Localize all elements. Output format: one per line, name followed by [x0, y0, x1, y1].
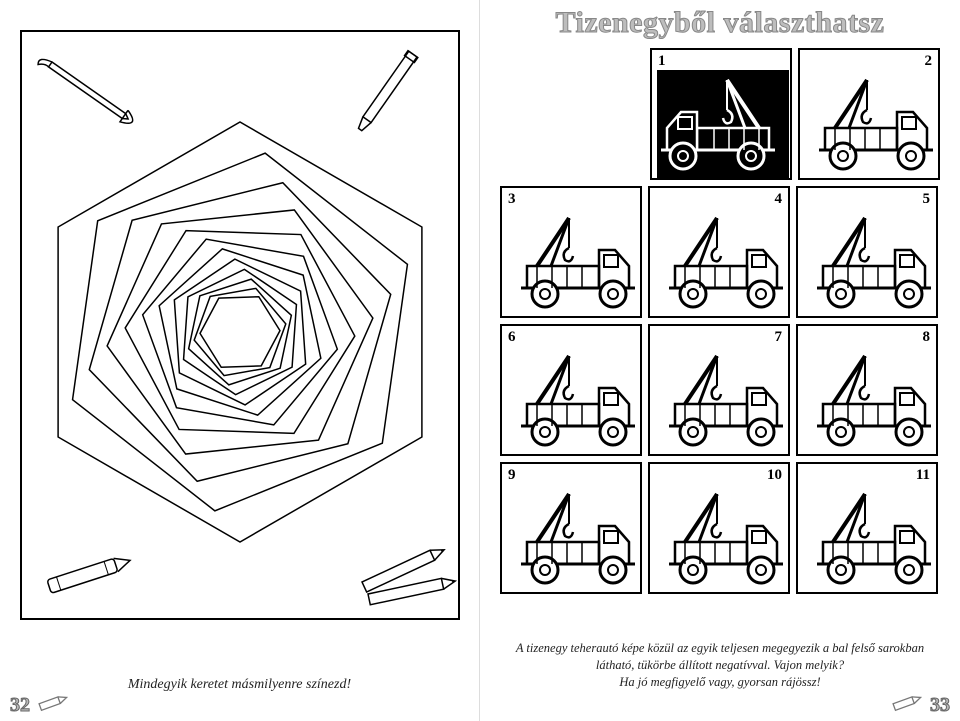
- truck-cell-5: 5: [796, 186, 938, 318]
- truck-grid: 1 2: [500, 48, 940, 594]
- truck-cell-3: 3: [500, 186, 642, 318]
- truck-cell-4: 4: [648, 186, 790, 318]
- crayon-icon: [47, 554, 132, 594]
- truck-cell-2: 2: [798, 48, 940, 180]
- paintbrush-icon: [37, 52, 136, 127]
- pencils-icon: [362, 545, 456, 605]
- footer-pencil-icon-right: [892, 693, 922, 715]
- truck-row: 9 10: [500, 462, 940, 594]
- truck-cell-1: 1: [650, 48, 792, 180]
- caption-line-2: látható, tükörbe állított negatívval. Va…: [596, 658, 844, 672]
- truck-number: 5: [923, 191, 931, 208]
- marker-icon: [355, 51, 418, 133]
- truck-number: 6: [508, 329, 516, 346]
- right-caption: A tizenegy teherautó képe közül az egyik…: [500, 640, 940, 691]
- truck-number: 11: [916, 467, 930, 484]
- truck-row: 6 7: [500, 324, 940, 456]
- truck-cell-8: 8: [796, 324, 938, 456]
- truck-number: 3: [508, 191, 516, 208]
- page-right: Tizenegyből választhatsz 1 2: [480, 0, 960, 721]
- truck-number: 8: [923, 329, 931, 346]
- truck-cell-11: 11: [796, 462, 938, 594]
- truck-number: 7: [775, 329, 783, 346]
- caption-line-1: A tizenegy teherautó képe közül az egyik…: [516, 641, 924, 655]
- truck-number: 10: [767, 467, 782, 484]
- truck-number: 1: [658, 53, 666, 70]
- page-number-left: 32: [10, 694, 30, 717]
- truck-number: 9: [508, 467, 516, 484]
- page-number-right: 33: [930, 694, 950, 717]
- mandala-frame: [20, 30, 460, 620]
- truck-number: 2: [925, 53, 933, 70]
- truck-cell-6: 6: [500, 324, 642, 456]
- truck-cell-10: 10: [648, 462, 790, 594]
- page-title: Tizenegyből választhatsz: [480, 6, 960, 40]
- truck-cell-7: 7: [648, 324, 790, 456]
- truck-cell-9: 9: [500, 462, 642, 594]
- footer-pencil-icon-left: [38, 693, 68, 715]
- page-left: Mindegyik keretet másmilyenre színezd! 3…: [0, 0, 480, 721]
- truck-row: 1 2: [500, 48, 940, 180]
- truck-number: 4: [775, 191, 783, 208]
- mandala-svg: [22, 32, 458, 618]
- truck-row: 3 4: [500, 186, 940, 318]
- left-caption: Mindegyik keretet másmilyenre színezd!: [0, 677, 479, 693]
- caption-line-3: Ha jó megfigyelő vagy, gyorsan rájössz!: [619, 675, 820, 689]
